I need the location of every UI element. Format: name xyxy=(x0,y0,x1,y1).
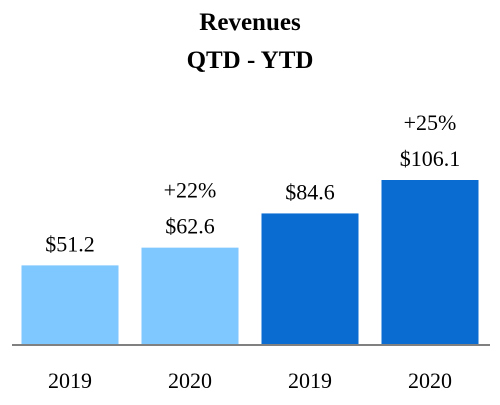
bar-ytd-2020 xyxy=(381,180,479,345)
change-label: +22% xyxy=(164,178,217,203)
bar-ytd-2019 xyxy=(261,213,359,345)
x-tick-label: 2019 xyxy=(48,368,92,393)
chart-subtitle: QTD - YTD xyxy=(187,47,314,74)
value-label: $84.6 xyxy=(285,179,335,204)
x-tick-label: 2020 xyxy=(408,368,452,393)
value-label: $62.6 xyxy=(165,214,215,239)
chart-title: Revenues xyxy=(199,9,301,36)
value-label: $51.2 xyxy=(45,231,95,256)
labels-layer: $51.2 2019 $62.6 +22% 2020 $84.6 2019 $106.1 +25… xyxy=(45,110,460,393)
bar-qtd-2019 xyxy=(21,265,119,345)
change-label: +25% xyxy=(404,110,457,135)
bars-layer xyxy=(21,180,479,345)
value-label: $106.1 xyxy=(400,146,461,171)
x-tick-label: 2020 xyxy=(168,368,212,393)
bar-qtd-2020 xyxy=(141,247,239,345)
x-tick-label: 2019 xyxy=(288,368,332,393)
